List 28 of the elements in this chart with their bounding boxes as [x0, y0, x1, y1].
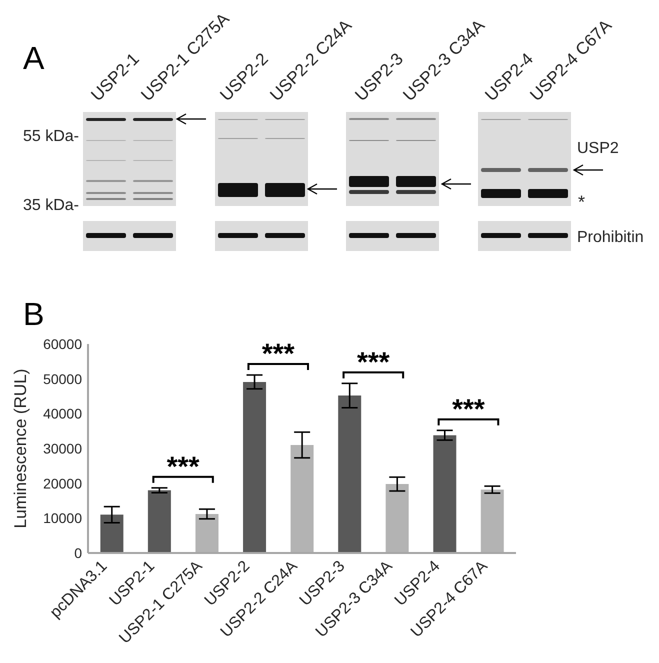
y-tick-label: 20000 [43, 475, 82, 492]
text: 35 kDa- [22, 197, 79, 214]
text: 55 kDa- [22, 128, 79, 145]
bar [386, 484, 409, 553]
annotation: *** [166, 450, 200, 482]
annotation: *** [356, 346, 390, 378]
y-tick-label: 30000 [43, 440, 82, 456]
chart-title: B [23, 296, 44, 332]
text: * [578, 192, 586, 212]
bar [243, 382, 266, 553]
y-tick-label: 50000 [43, 370, 82, 387]
y-tick-label: 60000 [43, 336, 82, 352]
y-axis-title: Luminescence (RUL) [11, 368, 30, 528]
bar [480, 490, 504, 553]
bar [338, 396, 362, 553]
bar [290, 445, 314, 553]
bar [433, 435, 456, 553]
text: USP2 [577, 140, 619, 157]
bar [195, 514, 218, 553]
y-tick-label: 40000 [43, 406, 82, 422]
y-tick-label: 10000 [43, 510, 82, 526]
text: Prohibitin [577, 229, 644, 246]
bar [148, 490, 171, 553]
annotation: *** [452, 393, 485, 424]
bar [100, 514, 124, 553]
y-tick-label: 0 [74, 544, 82, 561]
annotation: *** [262, 338, 295, 369]
text: A [23, 40, 45, 76]
